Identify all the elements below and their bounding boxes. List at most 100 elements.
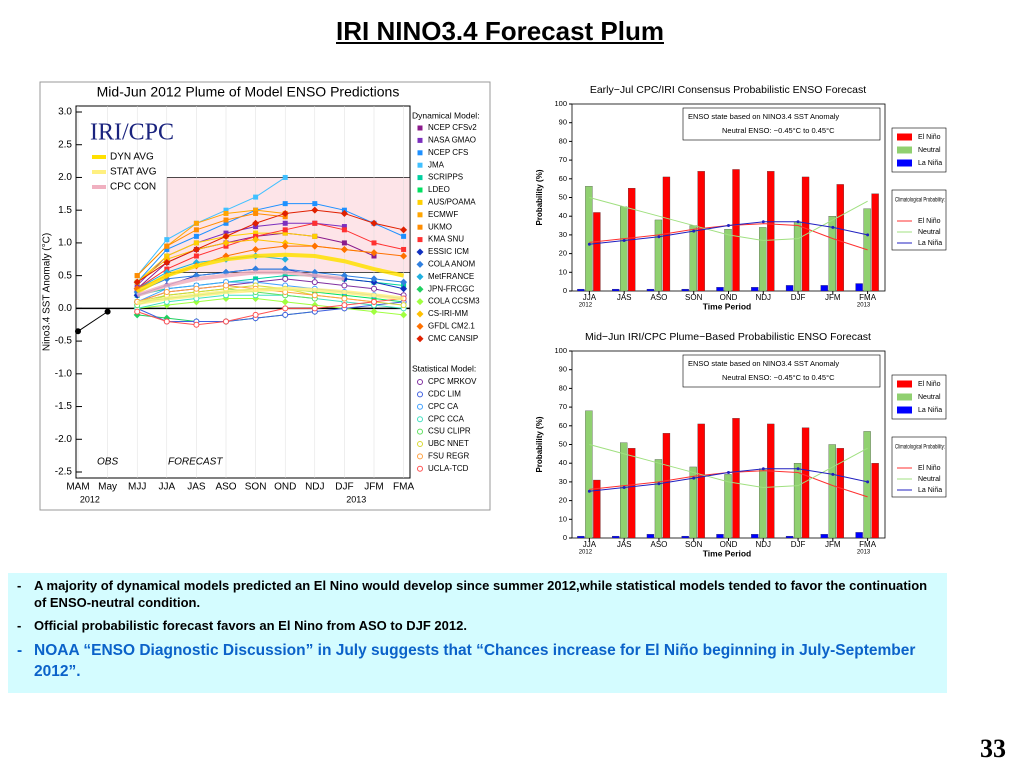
legend-swatch [897, 133, 912, 141]
marker [340, 245, 348, 253]
legend-swatch [897, 146, 912, 154]
bar [855, 532, 863, 539]
legend-label: ESSIC ICM [428, 247, 469, 256]
marker [163, 318, 170, 325]
marker [341, 227, 347, 233]
marker [341, 282, 348, 289]
y-tick-label: 80 [559, 383, 567, 392]
y-tick-label: 40 [559, 458, 567, 467]
y-tick-label: 1.0 [58, 238, 72, 249]
marker [416, 322, 424, 330]
marker [252, 219, 260, 227]
x-tick-label: JJA [583, 540, 597, 549]
bar [793, 221, 802, 292]
bullet: Official probabilistic forecast favors a… [15, 617, 940, 634]
bar [646, 288, 655, 292]
bar [628, 448, 636, 539]
marker [222, 239, 230, 247]
marker [416, 310, 424, 318]
bar [681, 288, 689, 292]
series-line [136, 212, 286, 276]
chart-title: Mid-Jun 2012 Plume of Model ENSO Predict… [97, 84, 400, 100]
legend-label: OBS [97, 457, 118, 468]
x-tick-label: FMA [859, 540, 877, 549]
marker [417, 175, 423, 181]
marker [282, 273, 288, 279]
marker [417, 391, 423, 398]
x-tick-label: JAS [187, 482, 206, 493]
marker [282, 311, 289, 318]
marker [340, 209, 348, 217]
bar [724, 229, 732, 292]
annotation-box [682, 354, 881, 388]
y-tick-label: -2.5 [55, 467, 73, 478]
marker [417, 403, 423, 410]
marker [587, 242, 591, 246]
x-tick-label: SON [685, 540, 703, 549]
marker [163, 259, 171, 267]
x-tick-label: NDJ [305, 482, 324, 493]
marker [417, 125, 423, 131]
marker [193, 233, 199, 239]
x-tick-label: NDJ [755, 293, 771, 302]
legend-label: KMA SNU [428, 235, 464, 244]
marker [193, 240, 199, 246]
x-tick-label: JFM [364, 482, 383, 493]
marker [223, 217, 229, 223]
y-tick-label: 70 [559, 155, 567, 164]
x-tick-label: JJA [158, 482, 175, 493]
bar [793, 463, 802, 539]
x-tick-label: DJF [791, 293, 806, 302]
marker [282, 275, 289, 282]
y-tick-label: 0 [563, 286, 567, 295]
marker [370, 219, 378, 227]
legend-label: JPN-FRCGC [428, 284, 474, 293]
legend-swatch [897, 406, 912, 414]
marker [193, 285, 200, 292]
series-line [77, 311, 108, 332]
bar [836, 184, 844, 292]
marker [75, 328, 81, 335]
marker [104, 308, 111, 315]
y-tick-label: 70 [559, 402, 567, 411]
bar [577, 288, 585, 292]
x-tick-label: JAS [617, 293, 632, 302]
legend-label: CPC CA [428, 402, 459, 411]
marker [866, 233, 870, 237]
y-tick-label: 2.5 [58, 139, 72, 150]
marker [134, 308, 141, 315]
marker [311, 292, 318, 299]
legend-box [891, 189, 947, 251]
marker [164, 246, 170, 252]
chart-title: Early−Jul CPC/IRI Consensus Probabilisti… [590, 84, 866, 96]
marker [831, 225, 835, 229]
legend-label: Neutral [918, 229, 941, 236]
series-line [136, 209, 404, 283]
marker [416, 298, 424, 306]
x-tick-label: OND [274, 482, 296, 493]
legend-label: Neutral [918, 476, 941, 483]
annotation: FORECAST [168, 457, 223, 468]
marker [223, 282, 229, 289]
bar [681, 535, 689, 539]
series-line [136, 268, 404, 293]
legend-label: STAT AVG [110, 167, 157, 178]
bar [620, 442, 628, 539]
legend-header: Statistical Model: [412, 363, 476, 373]
bar [612, 288, 620, 292]
legend-label: El Niño [918, 465, 941, 472]
marker [192, 245, 200, 253]
y-tick-label: 3.0 [58, 107, 72, 118]
annotation: Neutral ENSO: −0.45°C to 0.45°C [722, 126, 835, 135]
legend-label: CSU CLIPR [428, 427, 471, 436]
legend-header: Climatological Probability: [895, 444, 945, 451]
bar [612, 535, 620, 539]
legend-label: LDEO [428, 185, 450, 194]
x-tick-label: OND [720, 540, 738, 549]
marker [223, 207, 229, 213]
x-tick-label: FMA [393, 482, 414, 493]
marker [222, 232, 230, 240]
bar [654, 459, 663, 539]
x-tick-label: SON [685, 293, 703, 302]
